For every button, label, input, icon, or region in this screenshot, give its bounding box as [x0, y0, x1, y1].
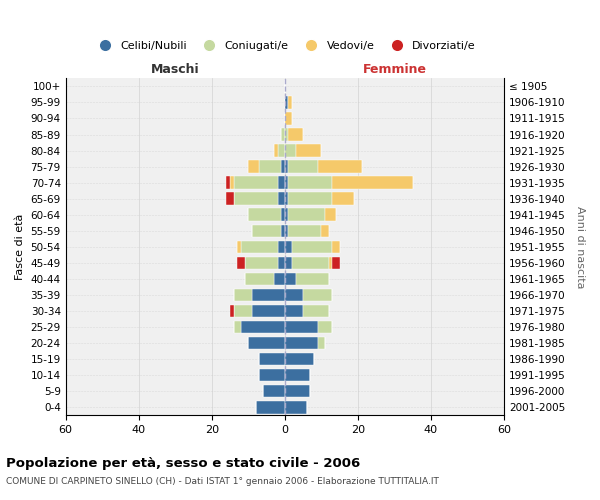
- Bar: [285, 401, 307, 413]
- Bar: [233, 321, 241, 334]
- Bar: [289, 208, 325, 221]
- Bar: [285, 369, 310, 382]
- Y-axis label: Fasce di età: Fasce di età: [15, 214, 25, 280]
- Bar: [332, 176, 413, 189]
- Bar: [281, 224, 285, 237]
- Bar: [325, 208, 336, 221]
- Bar: [248, 160, 259, 173]
- Bar: [292, 240, 332, 253]
- Bar: [285, 353, 314, 366]
- Bar: [263, 385, 285, 398]
- Bar: [238, 256, 245, 269]
- Bar: [278, 192, 285, 205]
- Bar: [332, 192, 354, 205]
- Bar: [285, 288, 303, 301]
- Bar: [296, 144, 322, 157]
- Bar: [285, 160, 289, 173]
- Bar: [274, 144, 278, 157]
- Bar: [233, 192, 278, 205]
- Bar: [259, 369, 285, 382]
- Bar: [317, 321, 332, 334]
- Bar: [329, 256, 332, 269]
- Bar: [285, 144, 296, 157]
- Bar: [285, 337, 317, 349]
- Bar: [289, 96, 292, 108]
- Bar: [285, 112, 292, 124]
- Bar: [278, 144, 285, 157]
- Text: Maschi: Maschi: [151, 63, 200, 76]
- Bar: [285, 385, 310, 398]
- Bar: [289, 192, 332, 205]
- Bar: [285, 256, 292, 269]
- Bar: [278, 240, 285, 253]
- Bar: [281, 160, 285, 173]
- Bar: [317, 160, 362, 173]
- Bar: [252, 288, 285, 301]
- Bar: [289, 128, 303, 141]
- Legend: Celibi/Nubili, Coniugati/e, Vedovi/e, Divorziati/e: Celibi/Nubili, Coniugati/e, Vedovi/e, Di…: [89, 36, 481, 56]
- Text: Popolazione per età, sesso e stato civile - 2006: Popolazione per età, sesso e stato civil…: [6, 458, 360, 470]
- Text: Femmine: Femmine: [362, 63, 427, 76]
- Bar: [252, 304, 285, 317]
- Bar: [285, 96, 289, 108]
- Bar: [245, 272, 274, 285]
- Bar: [238, 240, 241, 253]
- Bar: [233, 304, 252, 317]
- Bar: [281, 128, 285, 141]
- Bar: [281, 208, 285, 221]
- Bar: [285, 224, 289, 237]
- Bar: [292, 256, 329, 269]
- Bar: [296, 272, 329, 285]
- Bar: [317, 337, 325, 349]
- Bar: [245, 256, 278, 269]
- Bar: [241, 240, 278, 253]
- Bar: [278, 176, 285, 189]
- Bar: [233, 288, 252, 301]
- Bar: [259, 353, 285, 366]
- Bar: [248, 337, 285, 349]
- Bar: [332, 240, 340, 253]
- Text: COMUNE DI CARPINETO SINELLO (CH) - Dati ISTAT 1° gennaio 2006 - Elaborazione TUT: COMUNE DI CARPINETO SINELLO (CH) - Dati …: [6, 478, 439, 486]
- Bar: [256, 401, 285, 413]
- Bar: [274, 272, 285, 285]
- Bar: [278, 256, 285, 269]
- Bar: [303, 288, 332, 301]
- Bar: [285, 128, 289, 141]
- Bar: [285, 272, 296, 285]
- Bar: [289, 160, 317, 173]
- Bar: [285, 192, 289, 205]
- Y-axis label: Anni di nascita: Anni di nascita: [575, 206, 585, 288]
- Bar: [252, 224, 281, 237]
- Bar: [285, 176, 289, 189]
- Bar: [241, 321, 285, 334]
- Bar: [285, 304, 303, 317]
- Bar: [285, 321, 317, 334]
- Bar: [289, 224, 322, 237]
- Bar: [285, 240, 292, 253]
- Bar: [233, 176, 278, 189]
- Bar: [289, 176, 332, 189]
- Bar: [303, 304, 329, 317]
- Bar: [230, 176, 233, 189]
- Bar: [226, 176, 230, 189]
- Bar: [285, 208, 289, 221]
- Bar: [259, 160, 281, 173]
- Bar: [322, 224, 329, 237]
- Bar: [332, 256, 340, 269]
- Bar: [248, 208, 281, 221]
- Bar: [230, 304, 233, 317]
- Bar: [226, 192, 233, 205]
